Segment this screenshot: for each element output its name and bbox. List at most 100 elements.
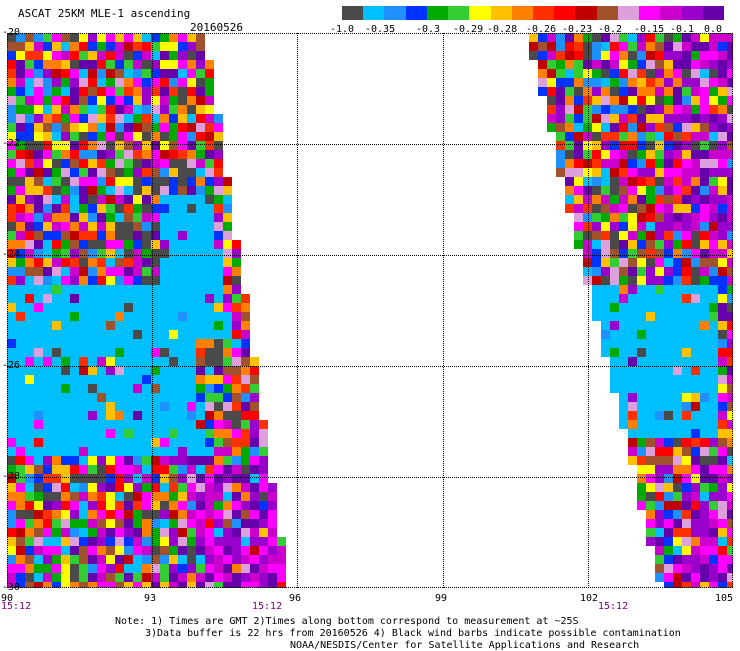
swath-cell — [259, 519, 268, 528]
swath-cell — [691, 348, 700, 357]
swath-cell — [250, 519, 259, 528]
swath-cell — [700, 267, 709, 276]
swath-cell — [124, 429, 133, 438]
swath-cell — [61, 159, 70, 168]
swath-cell — [196, 411, 205, 420]
swath-cell — [232, 312, 241, 321]
swath-cell — [709, 294, 718, 303]
swath-cell — [124, 285, 133, 294]
swath-cell — [664, 456, 673, 465]
swath-cell — [232, 438, 241, 447]
swath-cell — [142, 195, 151, 204]
swath-cell — [169, 204, 178, 213]
swath-cell — [133, 258, 142, 267]
swath-cell — [34, 501, 43, 510]
swath-cell — [718, 564, 727, 573]
swath-cell — [196, 150, 205, 159]
swath-cell — [601, 258, 610, 267]
swath-cell — [151, 258, 160, 267]
swath-cell — [43, 123, 52, 132]
swath-cell — [25, 267, 34, 276]
swath-cell — [97, 60, 106, 69]
swath-cell — [178, 213, 187, 222]
swath-cell — [709, 78, 718, 87]
swath-cell — [232, 474, 241, 483]
swath-cell — [619, 312, 628, 321]
swath-cell — [34, 402, 43, 411]
swath-cell — [124, 438, 133, 447]
swath-cell — [691, 141, 700, 150]
swath-cell — [7, 105, 16, 114]
swath-cell — [691, 375, 700, 384]
swath-cell — [25, 393, 34, 402]
swath-cell — [700, 330, 709, 339]
swath-cell — [61, 357, 70, 366]
swath-cell — [682, 582, 691, 588]
swath-cell — [277, 537, 286, 546]
swath-cell — [151, 366, 160, 375]
swath-cell — [106, 78, 115, 87]
plot-title: ASCAT 25KM MLE-1 ascending — [18, 7, 191, 20]
swath-cell — [700, 339, 709, 348]
swath-cell — [718, 294, 727, 303]
swath-cell — [574, 69, 583, 78]
swath-cell — [151, 195, 160, 204]
swath-cell — [223, 213, 232, 222]
swath-cell — [583, 159, 592, 168]
swath-cell — [34, 339, 43, 348]
swath-cell — [115, 222, 124, 231]
swath-cell — [70, 276, 79, 285]
swath-cell — [709, 492, 718, 501]
swath-cell — [115, 573, 124, 582]
swath-cell — [664, 249, 673, 258]
swath-cell — [115, 303, 124, 312]
swath-cell — [214, 564, 223, 573]
swath-cell — [70, 330, 79, 339]
swath-cell — [142, 267, 151, 276]
swath-cell — [682, 96, 691, 105]
swath-cell — [142, 420, 151, 429]
swath-cell — [124, 42, 133, 51]
swath-cell — [556, 60, 565, 69]
swath-cell — [178, 537, 187, 546]
swath-cell — [142, 231, 151, 240]
swath-cell — [16, 33, 25, 42]
swath-cell — [700, 393, 709, 402]
swath-cell — [727, 438, 733, 447]
swath-cell — [34, 573, 43, 582]
swath-cell — [682, 159, 691, 168]
swath-cell — [124, 402, 133, 411]
swath-cell — [151, 519, 160, 528]
swath-cell — [700, 402, 709, 411]
swath-cell — [7, 411, 16, 420]
swath-cell — [43, 285, 52, 294]
swath-cell — [682, 312, 691, 321]
swath-cell — [259, 582, 268, 588]
swath-cell — [205, 573, 214, 582]
swath-cell — [97, 393, 106, 402]
swath-cell — [214, 177, 223, 186]
swath-cell — [691, 465, 700, 474]
swath-cell — [70, 267, 79, 276]
swath-cell — [187, 564, 196, 573]
swath-cell — [16, 582, 25, 588]
swath-cell — [178, 231, 187, 240]
swath-cell — [682, 303, 691, 312]
swath-cell — [34, 33, 43, 42]
swath-cell — [25, 150, 34, 159]
swath-cell — [133, 78, 142, 87]
swath-cell — [718, 501, 727, 510]
swath-cell — [142, 186, 151, 195]
swath-cell — [223, 384, 232, 393]
swath-cell — [43, 240, 52, 249]
latitude-label: -26 — [2, 360, 21, 371]
swath-cell — [151, 294, 160, 303]
swath-cell — [7, 312, 16, 321]
swath-cell — [727, 510, 733, 519]
swath-cell — [115, 213, 124, 222]
swath-cell — [574, 42, 583, 51]
swath-cell — [232, 582, 241, 588]
swath-cell — [214, 330, 223, 339]
swath-cell — [655, 141, 664, 150]
swath-cell — [88, 258, 97, 267]
